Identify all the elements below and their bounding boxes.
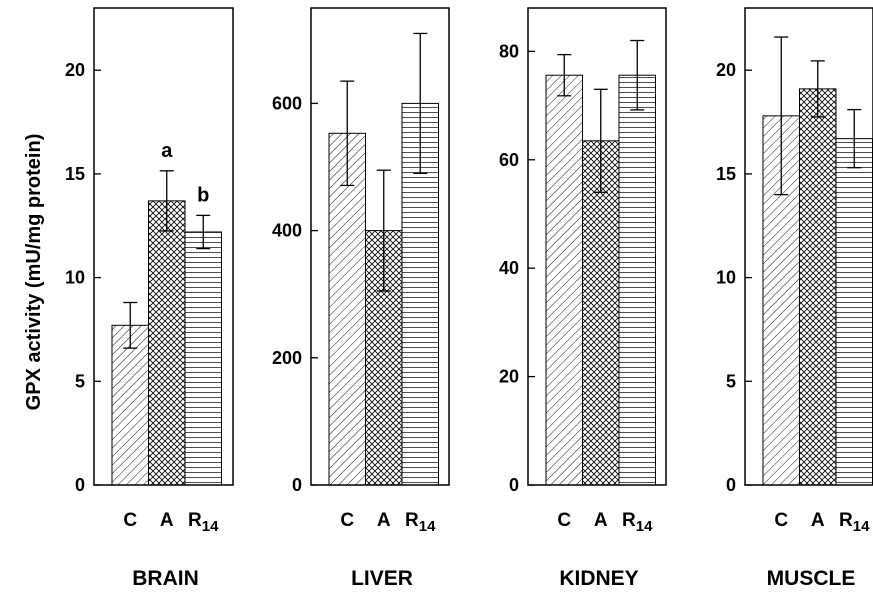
category-label-a: A — [377, 510, 391, 531]
y-tick-label: 5 — [726, 371, 736, 391]
category-label-a: A — [594, 510, 608, 531]
category-label-r14: R14 — [405, 510, 436, 535]
category-label-r14: R14 — [839, 510, 870, 535]
y-tick-label: 0 — [75, 475, 85, 495]
y-tick-label: 10 — [65, 268, 85, 288]
y-tick-label: 0 — [292, 475, 302, 495]
panel-frame — [93, 7, 234, 486]
bar-kidney-r14 — [618, 74, 656, 486]
panel-title-muscle: MUSCLE — [767, 567, 856, 590]
y-axis-label: GPX activity (mU/mg protein) — [23, 134, 45, 411]
category-label-a: A — [160, 510, 174, 531]
y-tick-label: 60 — [499, 150, 519, 170]
significance-label: a — [161, 140, 173, 162]
category-label-c: C — [340, 510, 354, 531]
category-label-a: A — [811, 510, 825, 531]
y-tick-label: 600 — [272, 93, 302, 113]
bar-kidney-a — [582, 140, 620, 486]
panel-muscle: C A R14 0 5 10 15 20 MUSCLE — [716, 7, 873, 590]
y-tick-label: 400 — [272, 221, 302, 241]
bar-muscle-a — [799, 88, 837, 486]
bar-kidney-c — [545, 74, 583, 486]
y-tick-label: 10 — [716, 268, 736, 288]
bar-brain-r14 — [184, 231, 222, 486]
category-label-c: C — [123, 510, 137, 531]
y-tick-label: 15 — [716, 164, 736, 184]
y-tick-label: 20 — [716, 60, 736, 80]
bar-muscle-r14 — [835, 138, 873, 486]
panel-frame — [527, 7, 667, 486]
panel-brain: Ca Ab R14 0 5 10 15 20 BRAIN — [65, 7, 234, 590]
category-label-c: C — [557, 510, 571, 531]
panel-title-kidney: KIDNEY — [559, 567, 638, 590]
y-tick-label: 20 — [65, 60, 85, 80]
y-tick-label: 20 — [499, 367, 519, 387]
panel-kidney: C A R14 0 20 40 60 80 KIDNEY — [499, 7, 667, 590]
category-label-r14: R14 — [622, 510, 653, 535]
panel-frame — [310, 7, 450, 486]
panel-frame — [744, 7, 873, 486]
y-tick-label: 0 — [726, 475, 736, 495]
panel-liver: C A R14 0 200 400 600 LIVER — [272, 7, 450, 590]
bar-brain-c — [111, 324, 149, 486]
bar-liver-c — [328, 132, 366, 486]
y-tick-label: 5 — [75, 371, 85, 391]
bar-brain-a — [148, 200, 186, 486]
y-tick-label: 40 — [499, 258, 519, 278]
y-tick-label: 80 — [499, 41, 519, 61]
category-label-r14: R14 — [188, 510, 219, 535]
y-tick-label: 15 — [65, 164, 85, 184]
panel-title-brain: BRAIN — [132, 567, 199, 590]
significance-label: b — [197, 184, 209, 206]
panel-title-liver: LIVER — [351, 567, 413, 590]
y-tick-label: 0 — [509, 475, 519, 495]
category-label-c: C — [774, 510, 788, 531]
y-tick-label: 200 — [272, 348, 302, 368]
